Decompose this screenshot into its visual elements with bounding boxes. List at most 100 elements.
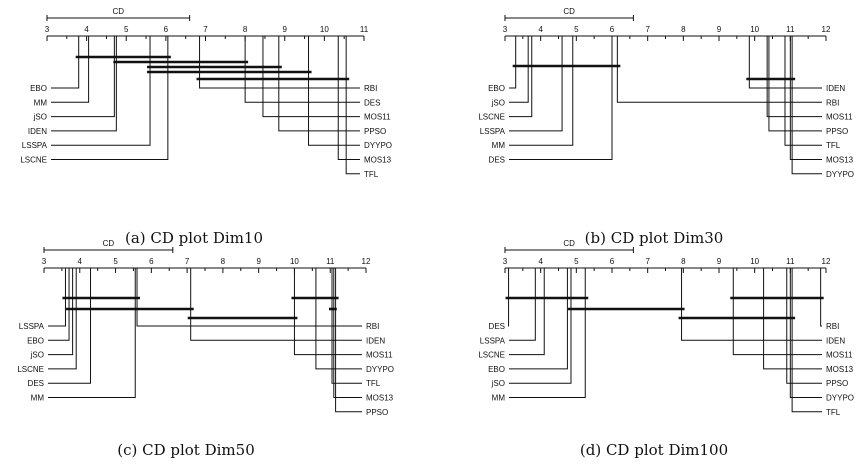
method-label: EBO: [30, 84, 47, 93]
axis-tick-label: 8: [681, 25, 686, 34]
method-leader-line: [51, 36, 80, 89]
method-leader-line: [190, 268, 362, 341]
method-label: IDEN: [826, 336, 845, 345]
panel-caption: (a) CD plot Dim10: [125, 229, 263, 247]
cd-panel-1: 3 4 5 6 7 8 9 10 11 CD EBO MM jSO IDEN LSSPA LSCNE RBI DE…: [20, 7, 392, 247]
method-leader-line: [784, 36, 822, 146]
method-leader-line: [509, 268, 586, 398]
method-label: MOS11: [366, 351, 393, 360]
method-label: LSSPA: [480, 336, 506, 345]
method-leader-line: [509, 268, 545, 356]
method-label: LSCNE: [17, 365, 44, 374]
method-leader-line: [509, 36, 574, 146]
method-leader-line: [820, 268, 822, 327]
method-label: DES: [489, 156, 505, 165]
axis-tick-label: 9: [283, 25, 288, 34]
method-leader-line: [48, 268, 92, 384]
axis-tick-label: 9: [717, 257, 722, 266]
method-label: jSO: [491, 98, 505, 107]
method-label: IDEN: [366, 336, 385, 345]
axis-tick-label: 3: [45, 25, 50, 34]
method-label: TFL: [364, 170, 379, 179]
method-leader-line: [331, 268, 362, 384]
axis-tick-label: 8: [221, 257, 226, 266]
method-label: LSCNE: [478, 113, 505, 122]
method-leader-line: [335, 268, 362, 413]
method-label: MM: [31, 394, 45, 403]
method-leader-line: [791, 36, 822, 175]
axis-tick-label: 4: [538, 25, 543, 34]
method-label: MOS13: [364, 156, 392, 165]
method-label: EBO: [488, 365, 505, 374]
method-leader-line: [48, 268, 70, 341]
method-leader-line: [293, 268, 362, 356]
method-label: PPSO: [364, 127, 386, 136]
method-label: DES: [364, 98, 380, 107]
method-leader-line: [308, 36, 360, 146]
method-label: jSO: [33, 113, 47, 122]
axis-tick-label: 9: [717, 25, 722, 34]
method-leader-line: [51, 36, 117, 132]
axis-tick-label: 6: [164, 25, 169, 34]
method-label: MOS13: [826, 365, 854, 374]
axis-tick-label: 4: [78, 257, 83, 266]
method-leader-line: [681, 268, 822, 341]
axis-tick-label: 11: [786, 25, 795, 34]
method-label: DYYPO: [826, 394, 854, 403]
axis-tick-label: 7: [645, 25, 650, 34]
axis-tick-label: 12: [362, 257, 371, 266]
method-leader-line: [333, 268, 362, 398]
axis-tick-label: 10: [290, 257, 299, 266]
method-label: DES: [28, 379, 44, 388]
method-label: IDEN: [826, 84, 845, 93]
method-leader-line: [763, 268, 822, 370]
axis-tick-label: 10: [320, 25, 329, 34]
method-label: TFL: [366, 379, 381, 388]
method-leader-line: [51, 36, 90, 103]
method-leader-line: [791, 268, 822, 413]
method-label: PPSO: [366, 408, 388, 417]
method-leader-line: [509, 36, 533, 118]
axis-tick-label: 5: [574, 257, 579, 266]
method-label: jSO: [491, 379, 505, 388]
axis-tick-label: 11: [360, 25, 369, 34]
axis-tick-label: 6: [149, 257, 154, 266]
method-label: LSSPA: [19, 322, 45, 331]
axis-tick-label: 3: [503, 257, 508, 266]
method-leader-line: [51, 36, 151, 146]
axis-tick-label: 6: [610, 257, 615, 266]
method-leader-line: [48, 268, 136, 398]
method-label: RBI: [826, 98, 839, 107]
axis-tick-label: 7: [645, 257, 650, 266]
method-leader-line: [789, 36, 822, 160]
axis-tick-label: 9: [256, 257, 261, 266]
method-leader-line: [48, 268, 77, 370]
cd-panel-4: 3 4 5 6 7 8 9 10 11 12 CD DES LSSPA LSCNE EBO jSO MM RBI I…: [478, 239, 854, 459]
method-label: MM: [34, 98, 48, 107]
method-label: TFL: [826, 141, 841, 150]
method-label: LSCNE: [478, 351, 505, 360]
method-label: EBO: [27, 336, 44, 345]
method-leader-line: [262, 36, 360, 118]
method-leader-line: [51, 36, 115, 118]
method-leader-line: [509, 36, 517, 89]
method-leader-line: [766, 36, 822, 118]
axis-tick-label: 8: [681, 257, 686, 266]
method-leader-line: [789, 268, 822, 398]
axis-tick-label: 11: [326, 257, 335, 266]
cd-panel-3: 3 4 5 6 7 8 9 10 11 12 CD LSSPA EBO jSO LSCNE DES MM RBI I…: [17, 239, 394, 459]
axis-tick-label: 8: [243, 25, 248, 34]
method-label: DYYPO: [366, 365, 394, 374]
method-leader-line: [509, 36, 613, 160]
method-label: MOS11: [826, 113, 853, 122]
method-leader-line: [509, 36, 529, 103]
axis-tick-label: 12: [822, 257, 831, 266]
cd-panel-2: 3 4 5 6 7 8 9 10 11 12 CD EBO jSO LSCNE LSSPA MM DES IDEN…: [478, 7, 854, 247]
axis-tick-label: 3: [42, 257, 47, 266]
axis-tick-label: 4: [84, 25, 89, 34]
method-label: LSCNE: [20, 156, 47, 165]
method-label: MOS11: [826, 351, 853, 360]
method-label: MOS13: [826, 156, 854, 165]
method-leader-line: [509, 268, 536, 341]
